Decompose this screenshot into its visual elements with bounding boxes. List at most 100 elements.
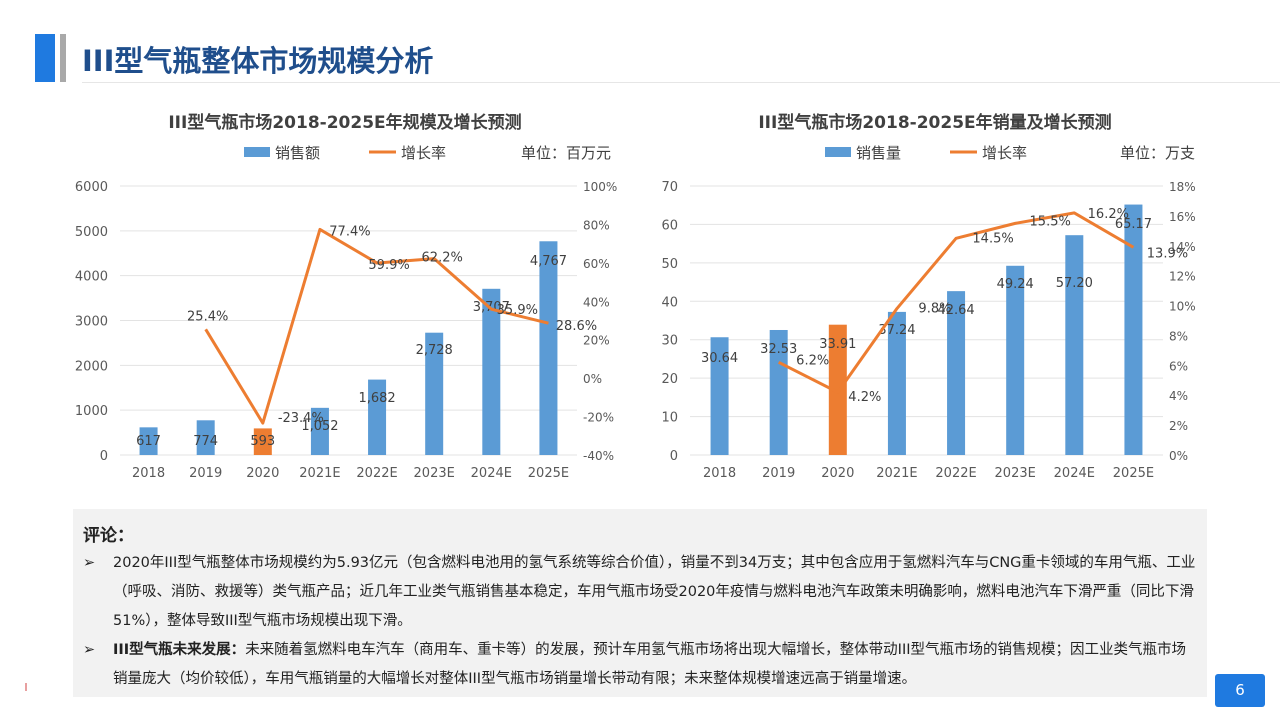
- y-tick-label: 0: [100, 449, 108, 464]
- y2-tick-label: 80%: [583, 218, 610, 232]
- y-tick-label: 60: [661, 218, 678, 233]
- y-tick-label: 1000: [75, 404, 108, 419]
- page-number: 6: [1215, 674, 1265, 707]
- y-tick-label: 10: [661, 411, 678, 426]
- bar: [1006, 265, 1025, 455]
- x-tick-label: 2023E: [995, 466, 1036, 481]
- y-tick-label: 50: [661, 257, 678, 272]
- y2-tick-label: 18%: [1169, 180, 1196, 194]
- bar-value-label: 42.64: [937, 303, 974, 318]
- x-tick-label: 2020: [821, 466, 854, 481]
- x-tick-label: 2023E: [414, 466, 455, 481]
- x-tick-label: 2025E: [528, 466, 569, 481]
- y2-tick-label: 0%: [583, 372, 602, 386]
- y2-tick-label: 8%: [1169, 329, 1188, 343]
- arrow-bullet-icon: ➢: [83, 642, 96, 658]
- x-tick-label: 2025E: [1113, 466, 1154, 481]
- y-tick-label: 30: [661, 334, 678, 349]
- bar-value-label: 1,682: [358, 391, 395, 406]
- growth-label: 15.5%: [1030, 214, 1071, 229]
- bar-value-label: 2,728: [416, 343, 453, 358]
- y-tick-label: 2000: [75, 359, 108, 374]
- chart-svg: 销售额 增长率 单位：百万元 0 1000 2000 3000 4000 5000 6000 -40…: [75, 144, 617, 481]
- x-tick-label: 2020: [246, 466, 279, 481]
- y2-tick-label: 10%: [1169, 300, 1196, 314]
- y-tick-label: 40: [661, 295, 678, 310]
- y-tick-label: 5000: [75, 225, 108, 240]
- bar-value-label: 30.64: [701, 351, 738, 366]
- x-tick-label: 2018: [703, 466, 736, 481]
- y2-tick-label: 40%: [583, 295, 610, 309]
- legend-line-label: 增长率: [401, 144, 446, 162]
- legend-bar-label: 销售量: [856, 144, 901, 162]
- y-tick-label: 0: [670, 449, 678, 464]
- bar: [539, 241, 558, 455]
- bar: [710, 337, 729, 455]
- y-tick-label: 20: [661, 372, 678, 387]
- bar: [1124, 204, 1143, 455]
- y2-tick-label: 60%: [583, 257, 610, 271]
- bar-value-label: 617: [136, 434, 161, 449]
- x-tick-label: 2018: [132, 466, 165, 481]
- bar: [769, 329, 788, 455]
- title-divider: [82, 82, 1280, 83]
- growth-label: -23.4%: [278, 411, 324, 426]
- legend-bar-swatch: [244, 147, 270, 157]
- x-tick-label: 2019: [189, 466, 222, 481]
- legend-line-label: 增长率: [982, 144, 1027, 162]
- legend-bar-label: 销售额: [275, 144, 320, 162]
- decorative-mark: [25, 683, 27, 691]
- bar: [196, 420, 215, 455]
- y-tick-label: 70: [661, 180, 678, 195]
- y2-tick-label: 6%: [1169, 359, 1188, 373]
- bar-value-label: 774: [193, 434, 218, 449]
- y2-tick-label: 4%: [1169, 389, 1188, 403]
- y-tick-label: 3000: [75, 315, 108, 330]
- growth-label: 6.2%: [796, 353, 829, 368]
- x-tick-label: 2019: [762, 466, 795, 481]
- chart-title: III型气瓶市场2018-2025E年规模及增长预测: [168, 113, 522, 133]
- x-tick-label: 2022E: [356, 466, 397, 481]
- bar-value-label: 4,767: [530, 254, 567, 269]
- growth-label: 13.9%: [1147, 246, 1188, 261]
- chart-svg: 销售量 增长率 单位：万支 0 10 20 30 40 50 60 70 0% 2% 4% 6% 8% 10% 1…: [661, 144, 1196, 481]
- legend-bar-swatch: [825, 147, 851, 157]
- bar: [1065, 235, 1084, 455]
- title-accent-bar-gray: [60, 34, 66, 82]
- comment-title: 评论：: [83, 526, 134, 546]
- growth-label: 28.6%: [556, 319, 597, 334]
- x-tick-label: 2024E: [1054, 466, 1095, 481]
- chart-sales-value: III型气瓶市场2018-2025E年规模及增长预测 销售额 增长率 单位：百万元 0…: [70, 100, 620, 500]
- x-tick-label: 2021E: [876, 466, 917, 481]
- growth-line: [204, 227, 549, 425]
- y2-tick-label: -20%: [583, 411, 614, 425]
- x-tick-label: 2024E: [471, 466, 512, 481]
- comment-text-2: 未来随着氢燃料电车汽车（商用车、重卡等）的发展，预计车用氢气瓶市场将出现大幅增长…: [113, 642, 1187, 687]
- bar: [139, 427, 158, 455]
- title-accent-bar: [35, 34, 55, 82]
- comment-box: 评论： ➢ 2020年III型气瓶整体市场规模约为5.93亿元（包含燃料电池用的…: [73, 509, 1207, 697]
- y-tick-label: 6000: [75, 180, 108, 195]
- x-tick-label: 2022E: [935, 466, 976, 481]
- bar-value-label: 32.53: [760, 342, 797, 357]
- bar: [947, 291, 966, 455]
- growth-label: 14.5%: [972, 231, 1013, 246]
- comment-bullet-2: ➢ III型气瓶未来发展：未来随着氢燃料电车汽车（商用车、重卡等）的发展，预计车…: [83, 636, 1198, 694]
- chart-sales-volume: III型气瓶市场2018-2025E年销量及增长预测 销售量 增长率 单位：万支 0 1…: [650, 100, 1220, 500]
- bar: [887, 311, 906, 455]
- bar-value-label: 33.91: [819, 337, 856, 352]
- growth-label: 25.4%: [187, 309, 228, 324]
- bar: [310, 407, 329, 455]
- bar: [425, 332, 444, 455]
- y2-tick-label: 16%: [1169, 210, 1196, 224]
- chart-title: III型气瓶市场2018-2025E年销量及增长预测: [758, 113, 1112, 133]
- y2-tick-label: 20%: [583, 334, 610, 348]
- x-tick-label: 2021E: [299, 466, 340, 481]
- bar-value-label: 57.20: [1056, 276, 1093, 291]
- growth-label: 9.8%: [918, 302, 951, 317]
- comment-bullet-1: ➢ 2020年III型气瓶整体市场规模约为5.93亿元（包含燃料电池用的氢气系统…: [83, 549, 1198, 636]
- growth-label: 4.2%: [848, 390, 881, 405]
- y2-tick-label: 2%: [1169, 419, 1188, 433]
- comment-bold-lead: III型气瓶未来发展：: [113, 642, 246, 658]
- y2-tick-label: 0%: [1169, 449, 1188, 463]
